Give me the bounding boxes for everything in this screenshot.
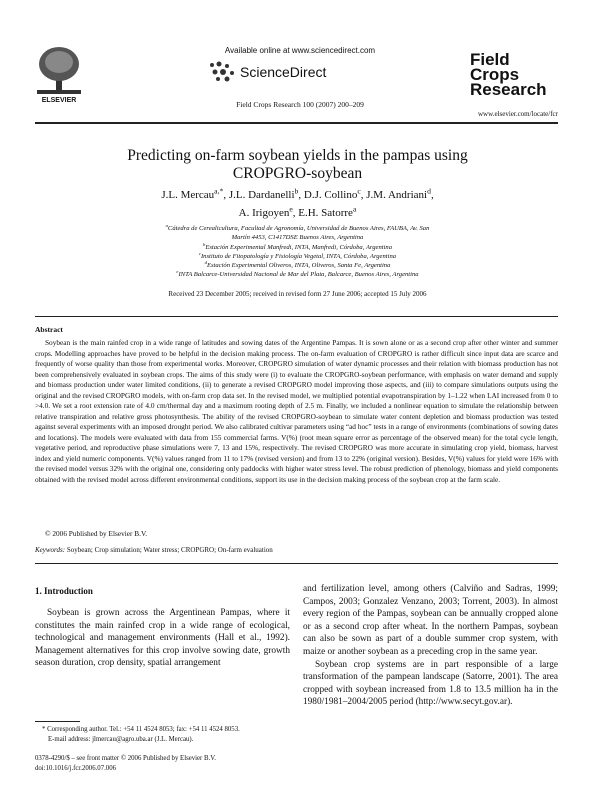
affiliation-sup: e bbox=[176, 269, 179, 275]
available-online: Available online at www.sciencedirect.co… bbox=[224, 46, 376, 55]
left-column: Soybean is grown across the Argentinean … bbox=[35, 607, 290, 670]
journal-logo: Field Crops Research bbox=[470, 50, 547, 99]
elsevier-tree bbox=[37, 47, 81, 94]
author: J.M. Andrianid, bbox=[366, 186, 434, 201]
author: E.H. Satorrea bbox=[298, 204, 357, 219]
author-sep: , bbox=[292, 207, 296, 219]
author-sep: , bbox=[223, 189, 227, 201]
footer-line: doi:10.1016/j.fcr.2006.07.006 bbox=[35, 764, 116, 772]
affiliation: cInstituto de Fitopatología y Fisiología… bbox=[60, 250, 535, 261]
section-heading: 1. Introduction bbox=[35, 586, 93, 596]
author-sep: , bbox=[430, 189, 434, 201]
paragraph: Soybean crop systems are in part respons… bbox=[303, 659, 558, 708]
author: A. Irigoyene, bbox=[238, 204, 296, 219]
affiliation-sup: c bbox=[198, 250, 201, 256]
footnote-line: * Corresponding author. Tel.: +54 11 452… bbox=[42, 726, 240, 733]
author-sup: d bbox=[427, 186, 431, 196]
author-name: J.M. Andriani bbox=[366, 189, 428, 201]
author-sup: c bbox=[357, 186, 361, 196]
title: Predicting on-farm soybean yields in the… bbox=[127, 147, 468, 182]
abstract-text: Soybean is the main rainfed crop in a wi… bbox=[35, 338, 558, 484]
affiliation-text: INTA Balcarce-Universidad Nacional de Ma… bbox=[178, 271, 419, 279]
affiliations: aCátedra de Cerealicultura, Facultad de … bbox=[60, 222, 535, 280]
logo-line: Crops bbox=[470, 65, 520, 84]
author-name: A. Irigoyen bbox=[238, 207, 290, 219]
footer-line: 0378-4290/$ – see front matter © 2006 Pu… bbox=[35, 755, 216, 762]
logo-line: Field bbox=[470, 50, 510, 69]
received: Received 23 December 2005; received in r… bbox=[168, 290, 427, 298]
keywords-text: Soybean; Crop simulation; Water stress; … bbox=[66, 546, 273, 554]
affiliation: eINTA Balcarce-Universidad Nacional de M… bbox=[60, 269, 535, 279]
affiliation-sup: d bbox=[204, 260, 207, 265]
affiliation-sup: b bbox=[203, 241, 206, 247]
abstract-heading: Abstract bbox=[35, 325, 63, 334]
publisher: ELSEVIER bbox=[41, 97, 77, 104]
author-sup: a,* bbox=[214, 186, 224, 196]
author: J.L. Mercaua,*, bbox=[161, 186, 227, 201]
affiliation: aCátedra de Cerealicultura, Facultad de … bbox=[165, 222, 430, 243]
affiliation-sup: a bbox=[165, 222, 168, 228]
logo-line: Research bbox=[470, 80, 547, 99]
author-sup: e bbox=[289, 204, 293, 214]
author-sep: , bbox=[298, 189, 302, 201]
authors: J.L. Mercaua,*, J.L. Dardanellib, D.J. C… bbox=[60, 186, 535, 222]
author-sup: a bbox=[352, 204, 357, 214]
paragraph: and fertilization level, among others (C… bbox=[303, 584, 558, 657]
author-name: E.H. Satorre bbox=[298, 207, 353, 219]
paragraph: Soybean is grown across the Argentinean … bbox=[35, 608, 290, 669]
author: J.L. Dardanellib, bbox=[228, 186, 302, 201]
footnote-rule bbox=[35, 721, 80, 722]
copyright: © 2006 Published by Elsevier B.V. bbox=[45, 529, 148, 538]
footnote-line: E-mail address: jlmercau@agro.uba.ar (J.… bbox=[48, 735, 194, 743]
rule bbox=[35, 316, 558, 317]
author-sep: , bbox=[360, 189, 364, 201]
author-sup: b bbox=[294, 186, 299, 196]
affiliation-text: Estación Experimental Oliveros, INTA, Ol… bbox=[206, 262, 391, 270]
affiliation-text: Estación Experimental Manfredi, INTA, Ma… bbox=[205, 243, 392, 251]
footer: 0378-4290/$ – see front matter © 2006 Pu… bbox=[35, 754, 216, 773]
sciencedirect-icon bbox=[210, 61, 234, 82]
keywords-label: Keywords: bbox=[35, 546, 66, 554]
journal-url[interactable]: www.elsevier.com/locate/fcr bbox=[477, 110, 558, 118]
footnote: * Corresponding author. Tel.: +54 11 452… bbox=[42, 725, 240, 744]
affiliation-text: Instituto de Fitopatología y Fisiología … bbox=[200, 252, 397, 260]
affiliation: bEstación Experimental Manfredi, INTA, M… bbox=[60, 241, 535, 252]
author: D.J. Collinoc, bbox=[303, 186, 364, 201]
right-column: and fertilization level, among others (C… bbox=[303, 583, 558, 709]
rule bbox=[35, 122, 558, 124]
author-name: J.L. Mercau bbox=[161, 189, 215, 201]
affiliation: dEstación Experimental Oliveros, INTA, O… bbox=[60, 260, 535, 270]
sciencedirect: ScienceDirect bbox=[240, 64, 327, 80]
affiliation-text: Cátedra de Cerealicultura, Facultad de A… bbox=[167, 225, 430, 242]
citation: Field Crops Research 100 (2007) 200–209 bbox=[236, 100, 364, 109]
author-name: D.J. Collino bbox=[303, 189, 358, 201]
rule bbox=[35, 563, 558, 564]
keywords: Keywords: Soybean; Crop simulation; Wate… bbox=[35, 546, 273, 554]
author-name: J.L. Dardanelli bbox=[228, 189, 295, 201]
